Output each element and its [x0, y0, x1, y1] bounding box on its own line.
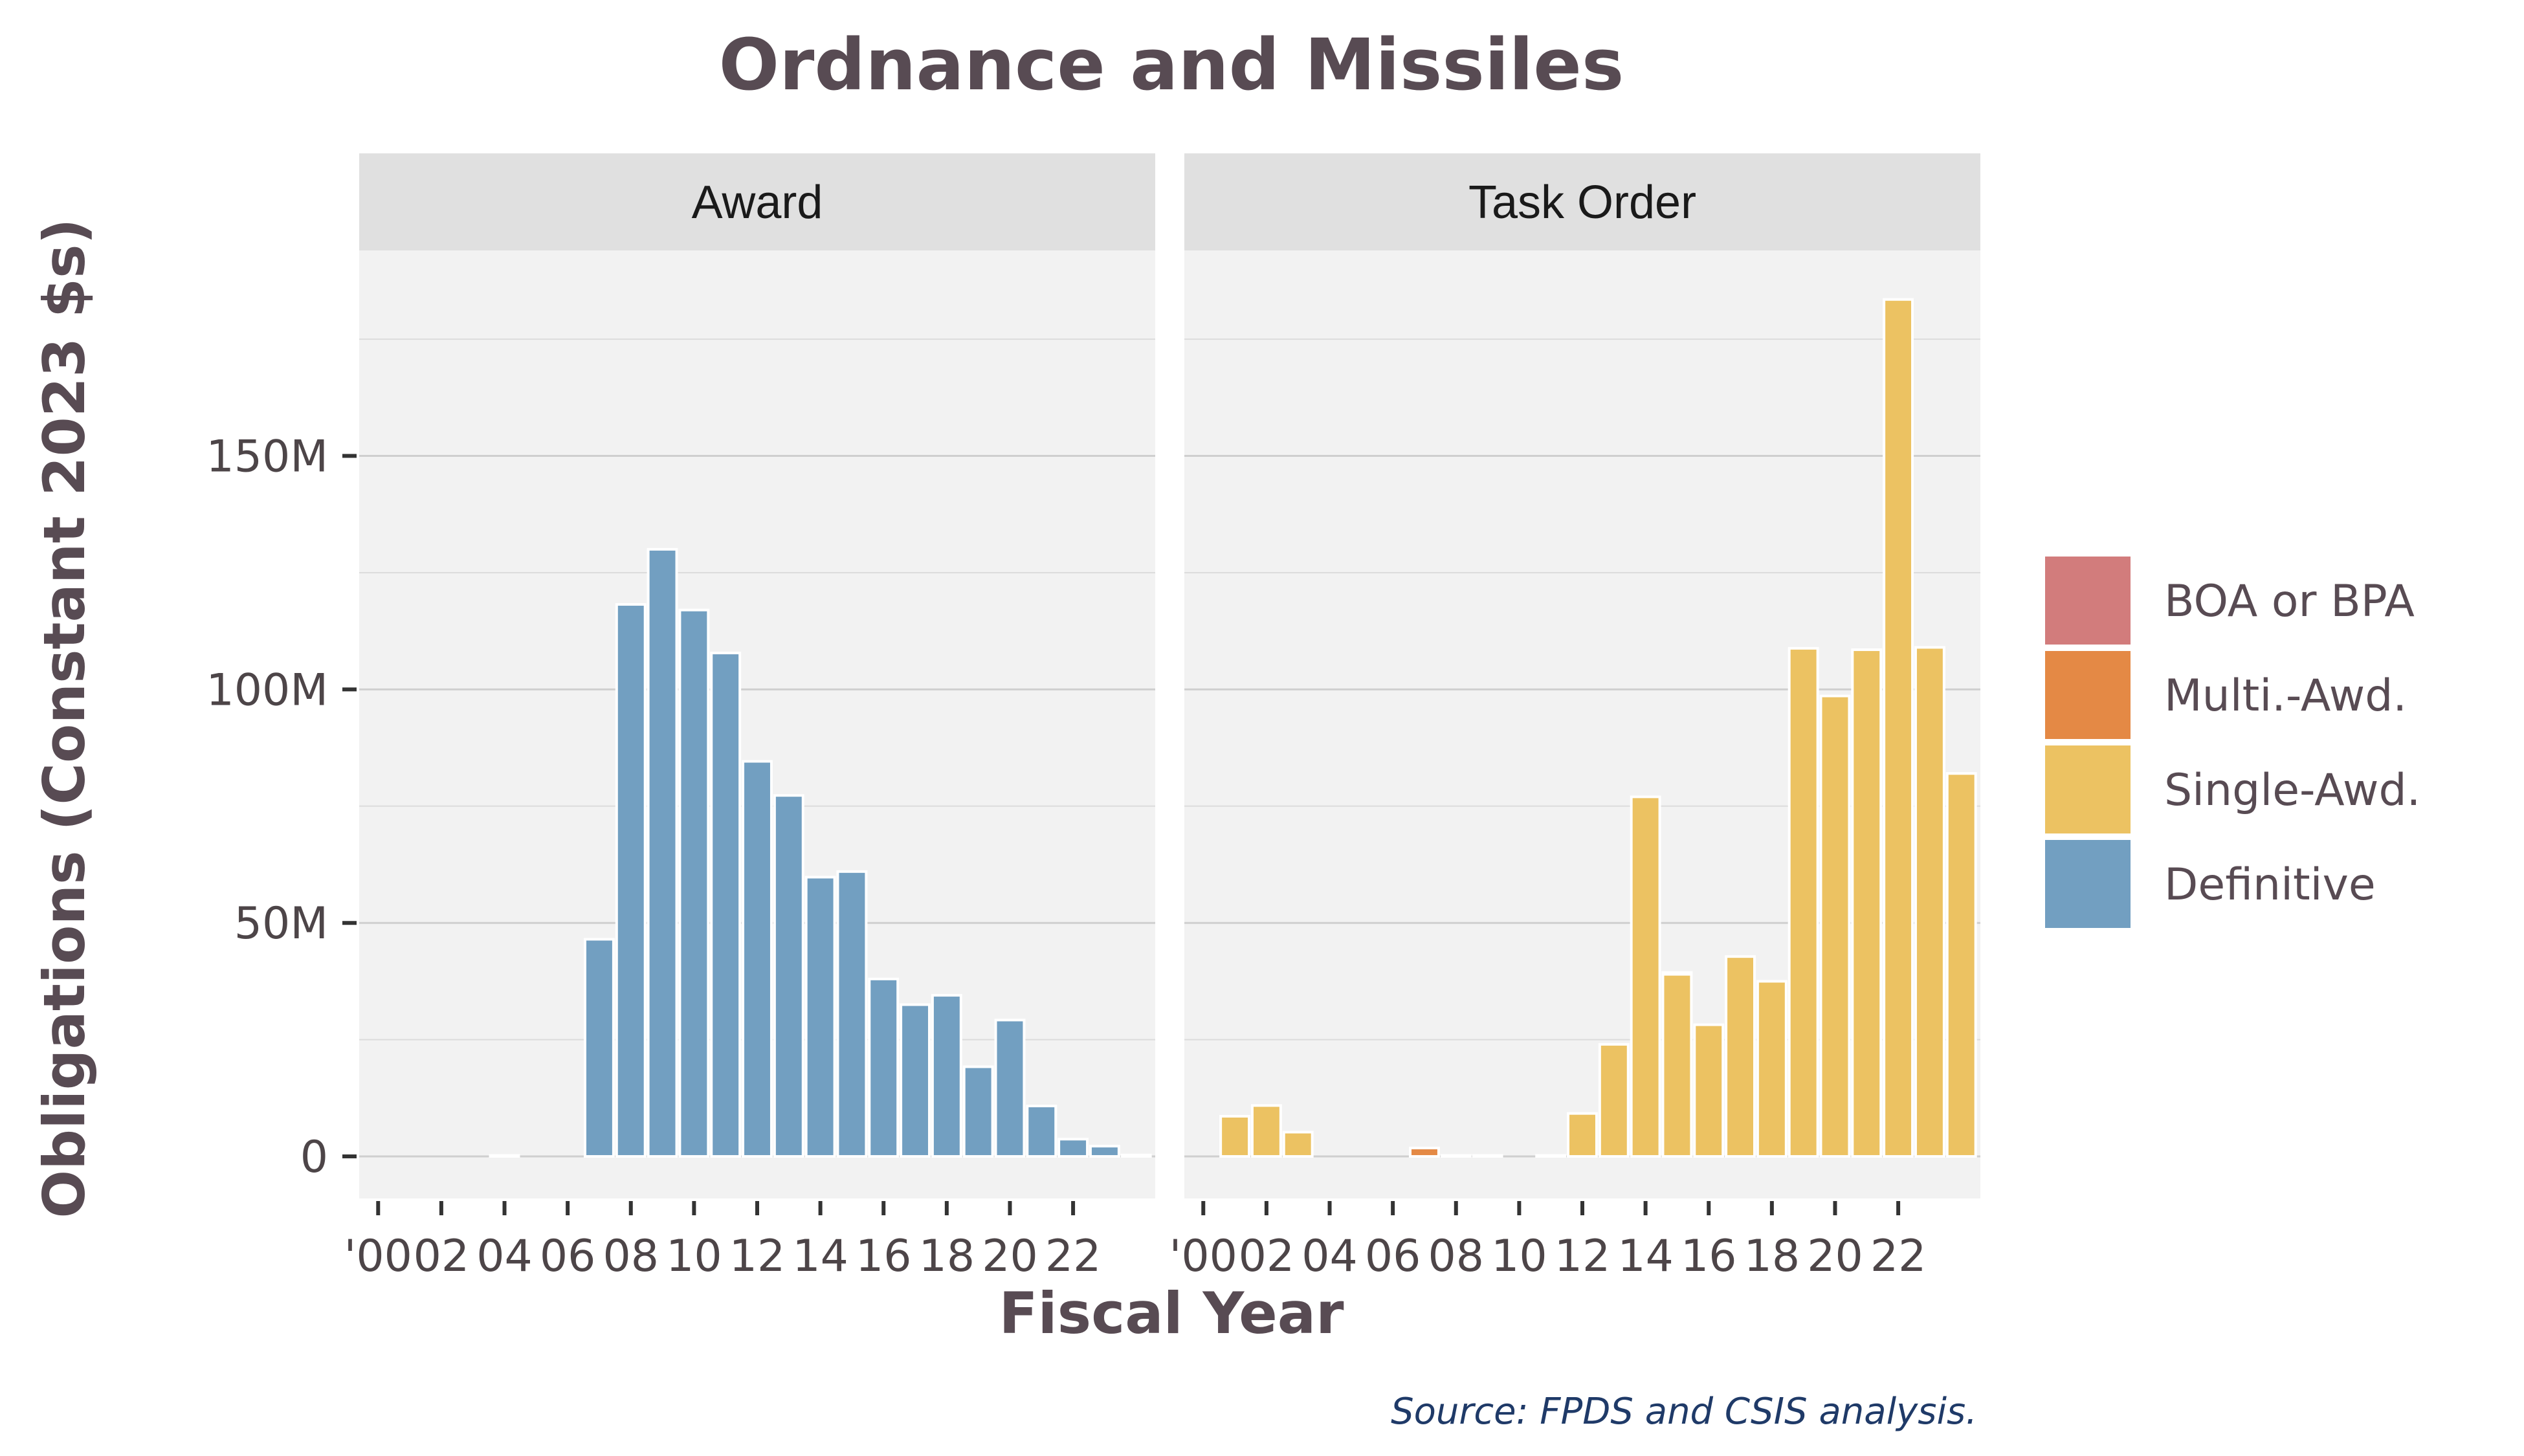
- bar-definitive-2019: [962, 1065, 994, 1158]
- facet-strip-label: Award: [692, 177, 823, 228]
- y-tick-label: 50M: [234, 898, 328, 949]
- bar-single-awd-2012: [1567, 1112, 1598, 1158]
- x-tick-label: 12: [729, 1231, 786, 1282]
- legend-swatch-multi-awd: [2042, 648, 2133, 742]
- y-tick-label: 100M: [206, 665, 328, 716]
- x-tick-label: 10: [1491, 1231, 1547, 1282]
- bar-definitive-2017: [900, 1003, 931, 1158]
- bar-definitive-2023: [1089, 1145, 1120, 1158]
- bar-definitive-2009: [647, 547, 678, 1158]
- bar-definitive-2018: [931, 994, 962, 1158]
- x-tick-label: 16: [856, 1231, 912, 1282]
- source-caption: Source: FPDS and CSIS analysis.: [1391, 1391, 1977, 1433]
- x-tick-label: 20: [1807, 1231, 1863, 1282]
- x-tick-label: 06: [540, 1231, 596, 1282]
- bar-single-awd-2002: [1250, 1104, 1282, 1158]
- y-tick-label: 150M: [206, 432, 328, 483]
- x-tick-label: 04: [1301, 1231, 1358, 1282]
- bar-definitive-2015: [836, 870, 868, 1158]
- x-tick-label: '00: [344, 1231, 412, 1282]
- legend-swatch-boa-or-bpa: [2042, 554, 2133, 647]
- bar-definitive-2008: [615, 603, 647, 1158]
- legend-swatch-definitive: [2042, 837, 2133, 931]
- bar-single-awd-2020: [1819, 694, 1851, 1158]
- bar-single-awd-2018: [1756, 980, 1788, 1158]
- x-tick-label: 14: [792, 1231, 848, 1282]
- y-axis-title: Obligations (Constant 2023 $s): [31, 218, 98, 1218]
- bar-single-awd-2016: [1693, 1023, 1725, 1158]
- bar-single-awd-2019: [1788, 646, 1819, 1158]
- legend: BOA or BPA Multi.-Awd. Single-Awd. Definiti…: [2042, 554, 2420, 931]
- bar-single-awd-2001: [1219, 1114, 1251, 1158]
- bar-single-awd-2017: [1725, 955, 1756, 1158]
- facet-strip: [1184, 153, 1980, 250]
- bar-single-awd-2003: [1282, 1131, 1314, 1158]
- x-tick-label: 18: [919, 1231, 975, 1282]
- y-tick-label: 0: [300, 1132, 328, 1183]
- x-tick-label: 04: [476, 1231, 533, 1282]
- x-tick-label: 18: [1744, 1231, 1800, 1282]
- bar-single-awd-2014: [1630, 795, 1661, 1158]
- x-tick-label: 22: [1870, 1231, 1927, 1282]
- x-tick-label: 16: [1681, 1231, 1737, 1282]
- bar-single-awd-2024: [1945, 772, 1977, 1158]
- bar-single-awd-2021: [1851, 648, 1883, 1158]
- bar-single-awd-2023: [1914, 646, 1945, 1158]
- legend-label-multi-awd: Multi.-Awd.: [2164, 670, 2407, 722]
- x-tick-label: 10: [666, 1231, 722, 1282]
- bar-definitive-2014: [804, 876, 836, 1158]
- bar-definitive-2007: [583, 938, 615, 1158]
- x-tick-label: 20: [982, 1231, 1038, 1282]
- x-tick-label: 22: [1045, 1231, 1101, 1282]
- bar-definitive-2024: [1120, 1153, 1152, 1158]
- bar-single-awd-2015: [1661, 973, 1693, 1158]
- bar-definitive-2013: [773, 794, 804, 1158]
- x-tick-label: 02: [1239, 1231, 1295, 1282]
- bar-definitive-2020: [994, 1019, 1026, 1158]
- x-tick-label: 12: [1555, 1231, 1611, 1282]
- legend-label-boa-or-bpa: BOA or BPA: [2164, 576, 2415, 627]
- x-tick-label: '00: [1169, 1231, 1237, 1282]
- x-tick-label: 08: [1428, 1231, 1484, 1282]
- x-tick-label: 06: [1365, 1231, 1421, 1282]
- legend-label-definitive: Definitive: [2164, 859, 2376, 910]
- chart-title: Ordnance and Missiles: [719, 23, 1624, 106]
- legend-swatch-single-awd: [2042, 743, 2133, 836]
- legend-label-single-awd: Single-Awd.: [2164, 765, 2420, 816]
- x-tick-label: 02: [414, 1231, 470, 1282]
- bar-boa-or-bpa-2015: [1661, 971, 1693, 976]
- facet-strip: [359, 153, 1155, 250]
- x-tick-label: 14: [1617, 1231, 1674, 1282]
- x-tick-label: 08: [603, 1231, 659, 1282]
- facet-strip-label: Task Order: [1468, 177, 1696, 228]
- bar-definitive-2016: [868, 977, 900, 1158]
- bar-multi-awd-2007: [1408, 1147, 1440, 1158]
- panel-award: Award '00 02 04 06 08 10 12 14 16 18 20 22 0 50M 100M 15…: [206, 153, 1155, 1282]
- bar-definitive-2022: [1057, 1138, 1089, 1158]
- bar-definitive-2010: [678, 608, 710, 1158]
- panels-layer: Award'00 02 04 06 08 10 12 14 16 18 20 22050M100M15…: [206, 153, 1980, 1282]
- bar-single-awd-2022: [1883, 298, 1914, 1158]
- x-axis-title: Fiscal Year: [999, 1280, 1344, 1347]
- panel-task-order: Task Order '00 02 04 06 08 10 12 14 16 18 20 22: [1169, 153, 1980, 1282]
- bar-definitive-2021: [1026, 1105, 1057, 1158]
- bar-single-awd-2013: [1598, 1042, 1630, 1158]
- bar-definitive-2012: [742, 760, 773, 1158]
- bar-definitive-2011: [710, 652, 742, 1158]
